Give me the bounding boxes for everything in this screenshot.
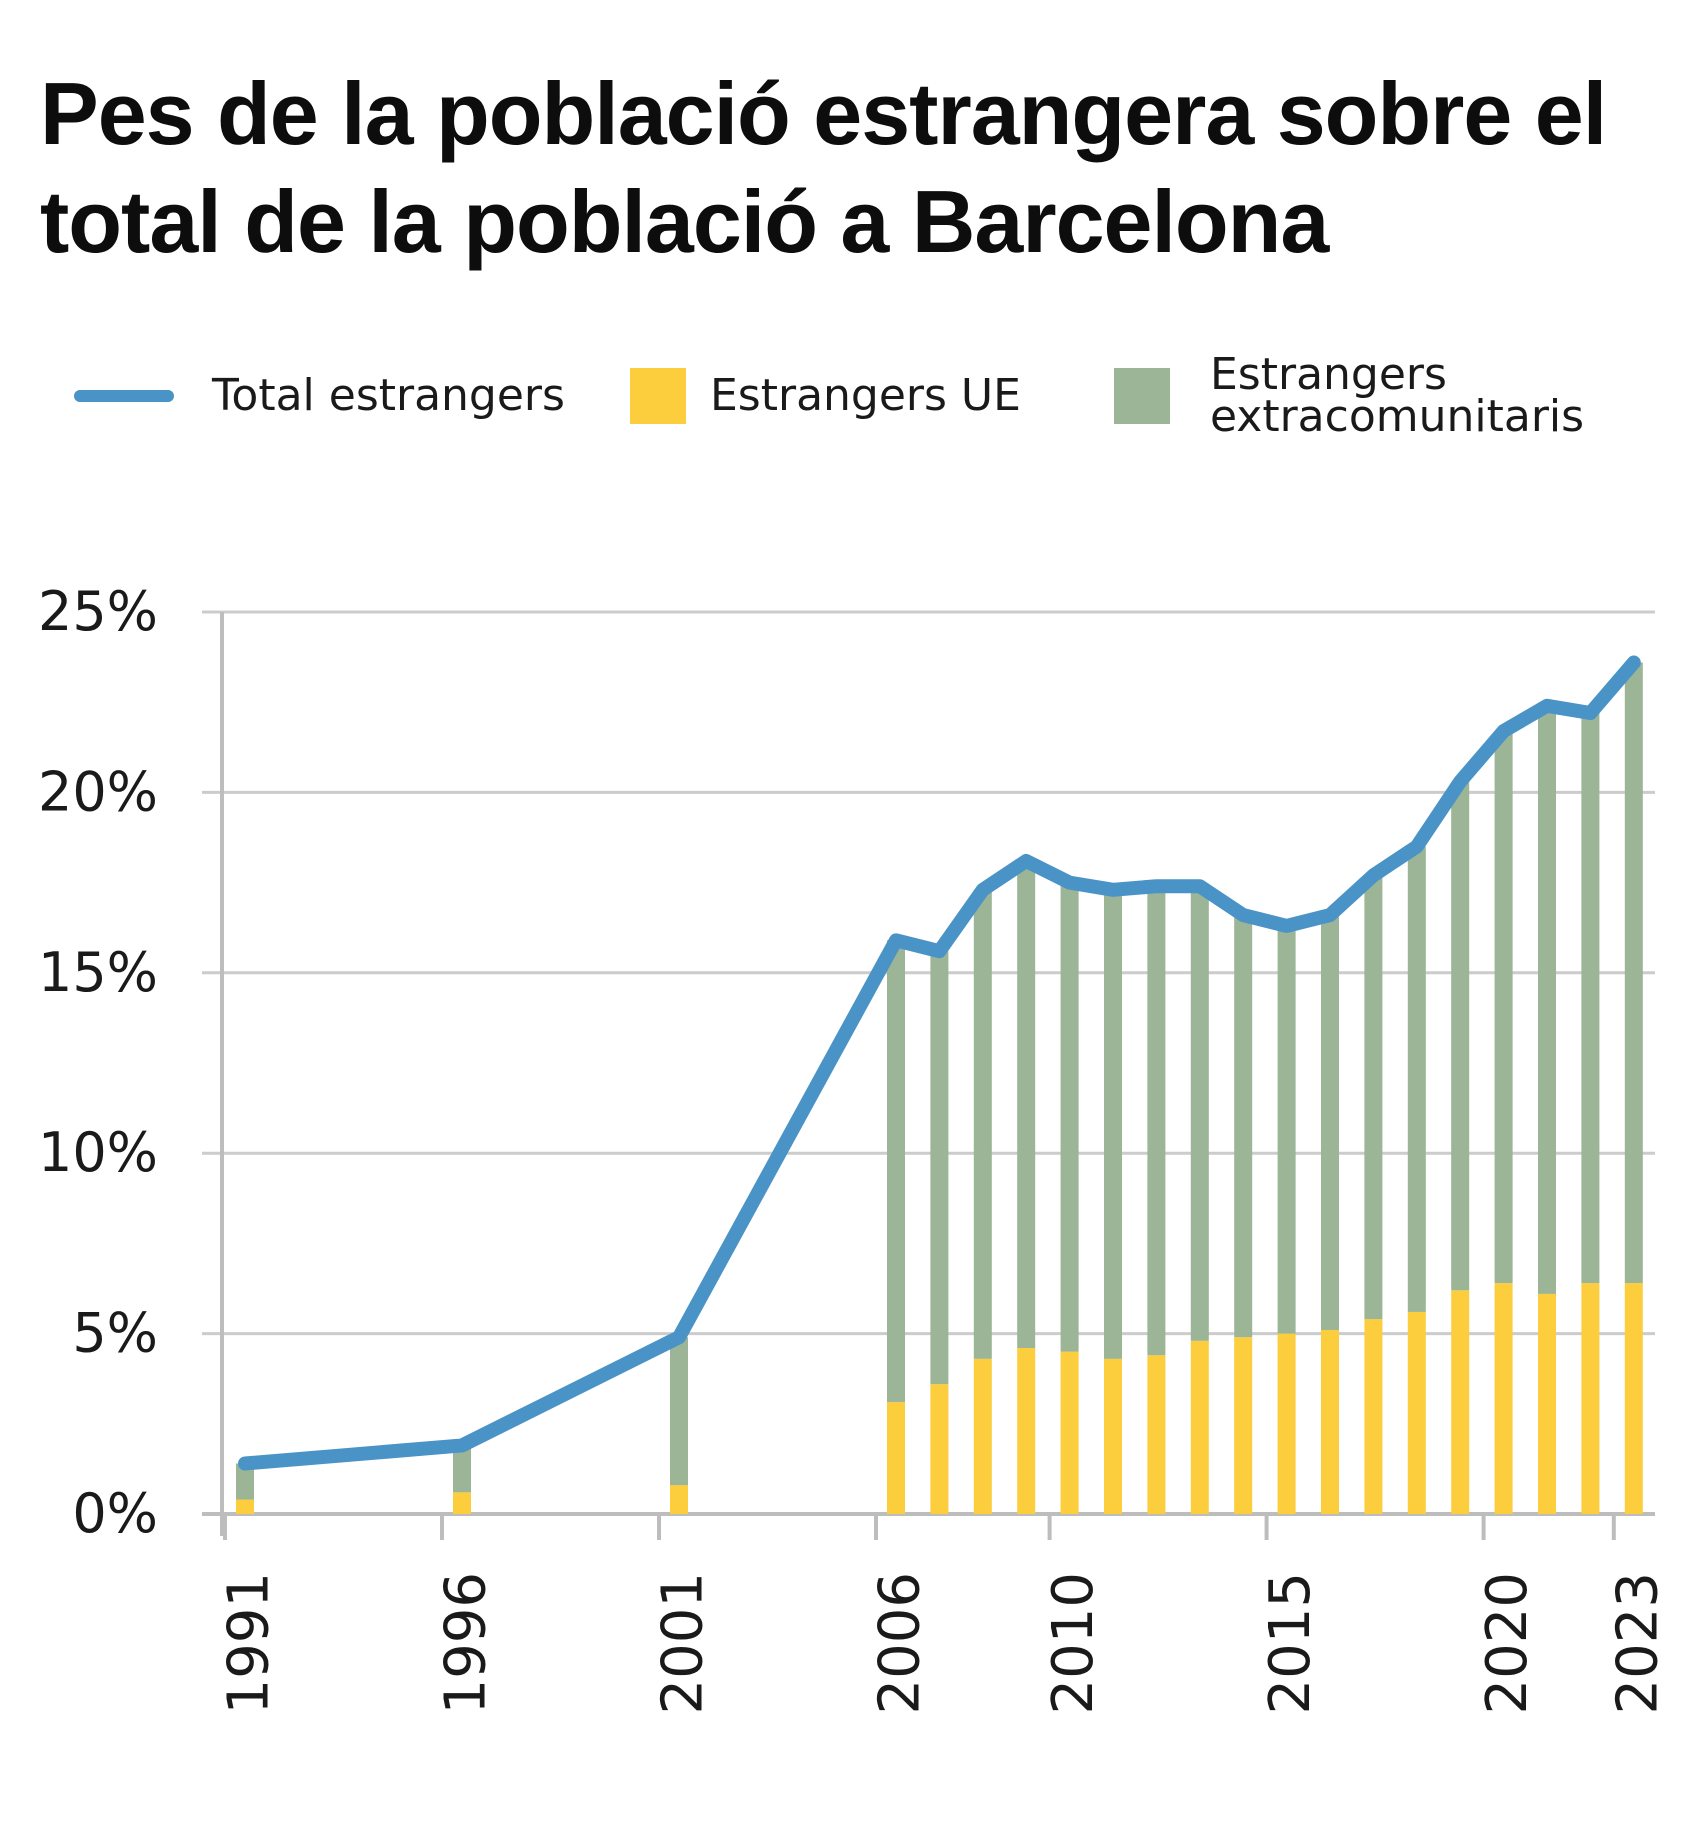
line-point (1632, 661, 1635, 664)
bar-ue (1321, 1329, 1339, 1514)
bar-extracomunitaris (1147, 886, 1166, 1356)
x-tick-label: 1996 (434, 1572, 499, 1715)
y-tick-label: 10% (38, 1121, 158, 1184)
bar-extracomunitaris (1494, 731, 1513, 1284)
x-tick-label: 2010 (1041, 1572, 1106, 1715)
bar-extracomunitaris (1407, 846, 1426, 1312)
line-point (981, 888, 984, 891)
bar-extracomunitaris (1321, 915, 1339, 1330)
bar-ue (1538, 1293, 1556, 1514)
bar-extracomunitaris (1060, 882, 1079, 1352)
x-tick-label: 1991 (217, 1572, 282, 1715)
bar-ue (1277, 1333, 1296, 1514)
bar-ue (887, 1402, 905, 1514)
line-point (1068, 881, 1071, 884)
bar-extracomunitaris (1277, 925, 1296, 1334)
legend-item-total: Total estrangers (74, 360, 565, 432)
x-tick-label: 2023 (1605, 1572, 1670, 1715)
x-tick-label: 2015 (1258, 1572, 1323, 1715)
y-tick-label: 20% (38, 760, 158, 823)
bar-ue (1017, 1348, 1036, 1514)
y-tick-label: 5% (72, 1302, 158, 1365)
bar-extracomunitaris (1104, 889, 1122, 1359)
bar-extracomunitaris (1451, 781, 1470, 1291)
bar-ue (236, 1499, 254, 1514)
x-tick-label: 2006 (868, 1572, 933, 1715)
y-tick-label: 0% (72, 1482, 158, 1545)
bar-extracomunitaris (453, 1445, 471, 1493)
bar-extracomunitaris (1234, 915, 1253, 1338)
bar-extracomunitaris (1624, 662, 1643, 1284)
line-point (1242, 914, 1245, 917)
chart-title: Pes de la població estrangera sobre el t… (40, 64, 1607, 271)
bar-extracomunitaris (1190, 886, 1209, 1341)
line-point (1155, 885, 1158, 888)
y-tick-label: 25% (38, 580, 158, 643)
bar-ue (1060, 1351, 1079, 1514)
legend-label-total: Total estrangers (212, 370, 565, 421)
bar-ue (1451, 1290, 1470, 1514)
legend-label-ue: Estrangers UE (710, 370, 1021, 421)
legend-item-extracomunitaris: Estrangers extracomunitaris (1114, 353, 1630, 439)
legend-line-total-icon (74, 390, 174, 402)
line-point (1285, 924, 1288, 927)
legend-swatch-ue-icon (630, 368, 686, 424)
bar-extracomunitaris (670, 1337, 688, 1486)
bar-ue (453, 1492, 471, 1514)
line-point (1198, 885, 1201, 888)
bar-ue (973, 1358, 992, 1514)
line-point (1372, 874, 1375, 877)
line-point (244, 1462, 246, 1465)
line-point (1415, 845, 1418, 848)
line-point (1025, 859, 1028, 862)
bar-extracomunitaris (1538, 705, 1556, 1294)
bar-extracomunitaris (1581, 713, 1600, 1284)
x-tick-label: 2001 (651, 1572, 716, 1715)
line-point (678, 1336, 680, 1339)
bar-ue (930, 1384, 949, 1514)
line-point (1112, 888, 1114, 891)
bar-extracomunitaris (887, 940, 905, 1403)
bar-ue (670, 1485, 688, 1514)
legend-item-ue: Estrangers UE (630, 360, 1021, 432)
line-point (895, 939, 897, 942)
y-tick-label: 15% (38, 941, 158, 1004)
bar-extracomunitaris (236, 1463, 254, 1500)
bar-extracomunitaris (973, 889, 992, 1359)
legend-swatch-extracomunitaris-icon (1114, 368, 1170, 424)
line-point (1459, 780, 1462, 783)
bar-ue (1190, 1340, 1209, 1514)
bar-extracomunitaris (930, 951, 949, 1385)
line-point (1589, 712, 1592, 715)
chart-legend: Total estrangers Estrangers UE Estranger… (0, 353, 1703, 470)
x-tick-label: 2020 (1475, 1572, 1540, 1715)
line-point (1546, 704, 1548, 707)
legend-label-extracomunitaris: Estrangers extracomunitaris (1210, 349, 1585, 442)
line-point (1502, 730, 1505, 733)
line-point (1329, 914, 1331, 917)
bar-ue (1494, 1283, 1513, 1514)
bar-ue (1104, 1358, 1122, 1514)
line-point (938, 950, 941, 953)
bar-ue (1364, 1319, 1383, 1514)
bar-extracomunitaris (1364, 875, 1383, 1320)
bar-ue (1581, 1283, 1600, 1514)
bar-ue (1147, 1355, 1166, 1514)
bar-ue (1624, 1283, 1643, 1514)
bar-ue (1234, 1337, 1253, 1514)
line-point (461, 1444, 463, 1447)
bar-extracomunitaris (1017, 860, 1036, 1349)
bar-ue (1407, 1311, 1426, 1514)
